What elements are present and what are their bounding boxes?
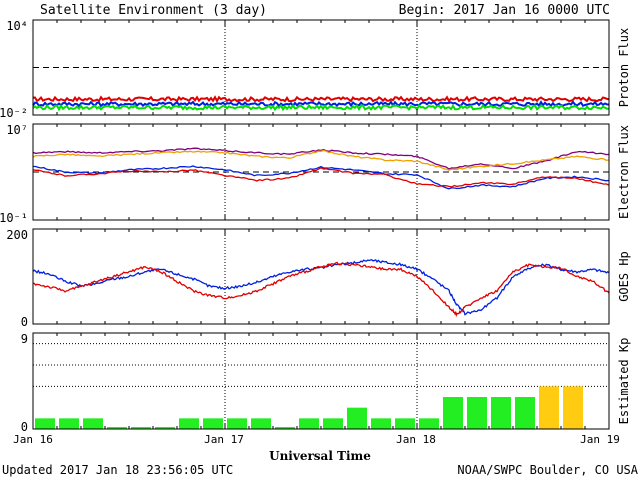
panel-proton-flux: 10⁴ 10⁻² Proton Flux <box>0 19 631 120</box>
y-tick-label: 10⁻² <box>0 106 28 120</box>
kp-bar <box>179 418 199 429</box>
kp-bar <box>131 427 151 429</box>
kp-bar <box>323 418 343 429</box>
y-tick-label: 10⁷ <box>6 123 28 137</box>
series-line-purple <box>32 147 610 170</box>
y-axis-label: Electron Flux <box>617 125 631 219</box>
kp-bar <box>443 397 463 429</box>
kp-bar <box>35 418 55 429</box>
kp-bar <box>251 418 271 429</box>
begin-label: Begin: 2017 Jan 16 0000 UTC <box>399 3 610 18</box>
y-axis-label: Proton Flux <box>617 28 631 107</box>
kp-bar <box>107 427 127 429</box>
kp-bar <box>539 386 559 429</box>
kp-bar <box>491 397 511 429</box>
kp-bar <box>227 418 247 429</box>
y-tick-label: 10⁻¹ <box>0 211 28 225</box>
kp-bar <box>467 397 487 429</box>
y-axis-label: Estimated Kp <box>617 338 631 425</box>
y-tick-label: 10⁴ <box>6 19 28 33</box>
kp-bar <box>299 418 319 429</box>
series-line-red <box>32 95 610 104</box>
y-tick-label: 200 <box>6 228 28 242</box>
x-tick-label: Jan 19 <box>580 433 620 446</box>
y-axis-label: GOES Hp <box>617 251 631 302</box>
series-line-red <box>32 261 610 318</box>
y-tick-label: 0 <box>21 315 28 329</box>
series-line-blue <box>33 165 610 190</box>
credit-label: NOAA/SWPC Boulder, CO USA <box>457 463 638 477</box>
series-line-blue <box>32 258 610 316</box>
updated-label: Updated 2017 Jan 18 23:56:05 UTC <box>2 463 233 477</box>
kp-bar <box>395 418 415 429</box>
kp-bar <box>515 397 535 429</box>
panel-goes-hp: 200 0 GOES Hp <box>6 228 631 329</box>
x-tick-label: Jan 18 <box>396 433 436 446</box>
y-tick-label: 0 <box>21 420 28 434</box>
kp-bar <box>155 427 175 429</box>
kp-bar <box>371 418 391 429</box>
x-axis-label: Universal Time <box>269 449 371 463</box>
y-tick-label: 9 <box>21 332 28 346</box>
kp-bar <box>347 407 367 429</box>
x-tick-label: Jan 16 <box>13 433 53 446</box>
series-line-green <box>32 103 610 112</box>
kp-bar <box>563 386 583 429</box>
panel-frame <box>32 228 610 325</box>
series-line-orange <box>32 149 610 171</box>
panel-electron-flux: 10⁷ 10⁻¹ Electron Flux <box>0 123 631 225</box>
series-line-red <box>32 167 610 188</box>
panels: 10⁴ 10⁻² Proton Flux 10⁷ 10⁻¹ Electron Flux 20… <box>0 19 631 434</box>
kp-bar <box>83 418 103 429</box>
x-tick-label: Jan 17 <box>204 433 244 446</box>
kp-bar <box>203 418 223 429</box>
kp-bar <box>419 418 439 429</box>
panel-estimated-kp: 9 0 Estimated Kp <box>21 332 631 434</box>
chart-title: Satellite Environment (3 day) <box>40 3 267 18</box>
kp-bar <box>275 427 295 429</box>
kp-bar <box>59 418 79 429</box>
